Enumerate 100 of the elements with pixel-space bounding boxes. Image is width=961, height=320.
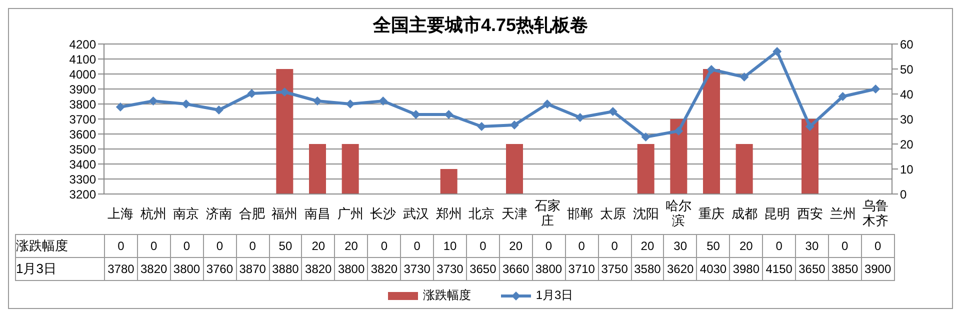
data-label: 4150 — [762, 258, 796, 280]
data-label: 30 — [796, 234, 828, 258]
point — [378, 96, 388, 106]
point — [542, 100, 552, 108]
text: 1月3日 — [16, 261, 56, 276]
legend-label: 1月3日 — [536, 287, 574, 304]
x-tick-label: 南昌 — [304, 206, 330, 221]
data-label: 20 — [730, 234, 763, 258]
point — [740, 72, 749, 82]
data-label: 3800 — [170, 258, 204, 280]
bar — [309, 144, 326, 194]
y-tick-label: 3400 — [69, 157, 96, 172]
data-label: 3750 — [598, 258, 631, 280]
text: 涨跌幅度 — [16, 238, 68, 253]
y-tick-label: 3800 — [69, 97, 96, 112]
data-label: 3760 — [203, 258, 236, 280]
data-label: 3880 — [269, 258, 302, 280]
point — [247, 89, 256, 98]
y2-tick-label: 10 — [900, 162, 914, 176]
data-label: 3820 — [368, 258, 401, 280]
data-label: 3650 — [466, 258, 500, 280]
point — [312, 96, 322, 106]
data-label: 0 — [861, 234, 894, 258]
x-tick-label: 西安 — [796, 206, 823, 221]
x-tick-label: 兰州 — [830, 206, 856, 221]
data-label: 0 — [762, 234, 796, 258]
y2-tick-label: 60 — [900, 37, 914, 52]
data-label: 0 — [236, 234, 270, 258]
data-label: 3780 — [104, 258, 138, 280]
data-label: 20 — [631, 234, 664, 258]
y2-tick-label: 40 — [900, 87, 914, 102]
bar — [506, 144, 523, 194]
point — [838, 92, 848, 101]
y-tick-label: 3600 — [69, 127, 96, 142]
data-label: 0 — [466, 234, 500, 258]
x-tick-label: 北京 — [468, 206, 495, 221]
data-label: 3800 — [334, 258, 368, 280]
legend-label: 涨跌幅度 — [422, 287, 471, 304]
data-label: 3730 — [400, 258, 434, 280]
point — [772, 47, 782, 56]
data-label: 0 — [137, 234, 170, 258]
data-label: 0 — [203, 234, 236, 258]
point — [641, 132, 650, 142]
data-label: 0 — [565, 234, 598, 258]
x-tick-label: 济南 — [206, 206, 232, 221]
y-tick-label: 3200 — [69, 187, 96, 202]
data-label: 3580 — [631, 258, 664, 280]
point — [280, 88, 290, 96]
data-label: 3800 — [532, 258, 566, 280]
point — [674, 126, 684, 136]
y2-tick-label: 20 — [900, 137, 914, 152]
point — [148, 96, 158, 106]
chart-title: 全国主要城市4.75热轧板卷 — [372, 14, 590, 37]
data-label: 3900 — [861, 258, 894, 280]
point — [182, 100, 191, 108]
x-tick-label: 重庆 — [698, 206, 724, 221]
x-tick-label: 成都 — [731, 206, 758, 221]
data-label: 20 — [334, 234, 368, 258]
x-tick-label: 沈阳 — [632, 206, 659, 221]
x-tick-label: 石家庄 — [534, 198, 560, 228]
data-label: 3980 — [730, 258, 763, 280]
bar — [637, 144, 654, 194]
point — [214, 106, 224, 114]
data-label: 3710 — [565, 258, 598, 280]
point — [576, 113, 585, 122]
x-tick-label: 杭州 — [139, 206, 166, 221]
point — [608, 107, 618, 116]
data-label: 3870 — [236, 258, 270, 280]
data-label: 3620 — [664, 258, 697, 280]
data-label: 0 — [598, 234, 631, 258]
data-label: 3820 — [302, 258, 335, 280]
bar — [703, 69, 720, 194]
y2-tick-label: 30 — [900, 112, 914, 126]
point — [871, 84, 880, 94]
x-tick-label: 福州 — [272, 206, 298, 221]
bar — [802, 119, 818, 194]
y-tick-label: 3300 — [69, 172, 96, 186]
x-tick-label: 邯郸 — [567, 206, 594, 221]
data-label: 3850 — [828, 258, 862, 280]
data-label: 50 — [269, 234, 302, 258]
data-label: 0 — [828, 234, 862, 258]
x-tick-label: 武汉 — [402, 206, 429, 221]
x-tick-label: 昆明 — [764, 206, 790, 221]
y2-tick-label: 50 — [900, 62, 914, 76]
data-label: 4030 — [696, 258, 730, 280]
data-label: 20 — [302, 234, 335, 258]
data-label: 3730 — [434, 258, 466, 280]
y-tick-label: 3500 — [69, 142, 96, 156]
x-tick-label: 郑州 — [436, 206, 462, 221]
data-label: 0 — [368, 234, 401, 258]
data-label: 0 — [104, 234, 138, 258]
y2-tick-label: 0 — [900, 187, 907, 202]
x-tick-label: 哈尔滨 — [666, 198, 692, 228]
data-label: 3820 — [137, 258, 170, 280]
bar — [276, 69, 294, 194]
x-tick-label: 南京 — [173, 206, 200, 221]
y-tick-label: 4100 — [69, 52, 96, 66]
x-tick-label: 上海 — [107, 206, 134, 221]
y-tick-label: 3700 — [69, 112, 96, 126]
y-tick-label: 4000 — [69, 67, 96, 82]
